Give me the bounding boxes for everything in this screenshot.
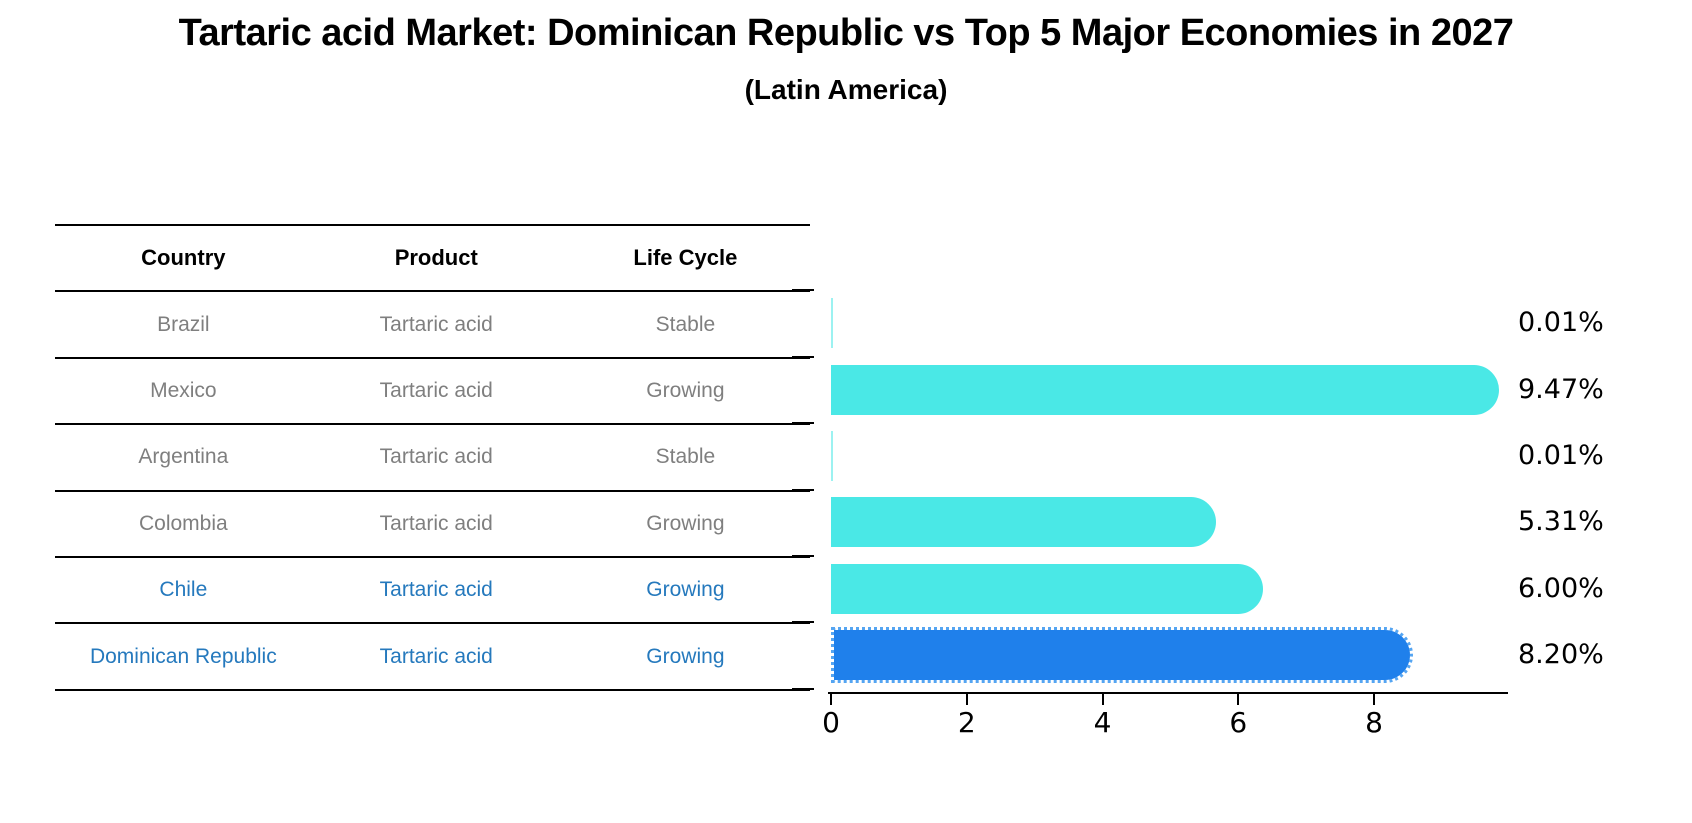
y-axis-tick xyxy=(792,289,814,292)
market-share-bar xyxy=(831,627,1413,684)
table-cell-country: Colombia xyxy=(138,511,228,535)
x-axis-tick-label: 6 xyxy=(1229,706,1248,739)
column-header-life-cycle: Life Cycle xyxy=(633,245,738,271)
y-axis-tick xyxy=(792,621,814,624)
bar-value-label: 0.01% xyxy=(1518,307,1604,339)
table-cell-product: Tartaric acid xyxy=(379,378,493,402)
table-row: Brazil Tartaric acid Stable xyxy=(55,292,810,359)
table-cell-life-cycle: Growing xyxy=(646,378,725,402)
x-axis-line xyxy=(828,692,1508,694)
column-header-country: Country xyxy=(141,245,226,271)
x-axis-tick xyxy=(1237,694,1240,705)
x-axis-tick-label: 0 xyxy=(822,706,840,739)
y-axis-tick xyxy=(792,555,814,557)
bar-value-label: 9.47% xyxy=(1518,373,1604,405)
table-cell-life-cycle: Stable xyxy=(655,312,716,336)
x-axis-tick xyxy=(1373,694,1375,705)
market-share-bar xyxy=(831,364,1499,415)
x-axis-tick-label: 4 xyxy=(1093,706,1112,739)
table-row: Colombia Tartaric acid Growing xyxy=(55,492,810,558)
y-axis-tick xyxy=(792,422,814,425)
table-body: Brazil Tartaric acid Stable Mexico Tartaric … xyxy=(55,292,810,691)
bar-value-label: 8.20% xyxy=(1518,639,1604,671)
table-cell-life-cycle: Growing xyxy=(646,578,725,602)
x-axis-tick-label: 2 xyxy=(957,706,976,739)
country-table: Country Product Life Cycle Brazil Tartari… xyxy=(55,224,810,691)
market-share-bar xyxy=(831,497,1217,548)
table-cell-country: Chile xyxy=(159,578,208,602)
table-cell-country: Mexico xyxy=(150,378,217,402)
chart-title: Tartaric acid Market: Dominican Republic… xyxy=(178,12,1514,54)
market-share-bar xyxy=(831,431,833,481)
bar-value-label: 6.00% xyxy=(1518,572,1604,604)
market-share-bar xyxy=(831,298,833,349)
table-cell-life-cycle: Growing xyxy=(646,511,725,535)
table-cell-country: Argentina xyxy=(138,445,229,469)
table-cell-product: Tartaric acid xyxy=(379,578,493,602)
table-row: Mexico Tartaric acid Growing xyxy=(55,359,810,426)
chart-subtitle: (Latin America) xyxy=(744,74,948,105)
table-cell-product: Tartaric acid xyxy=(379,312,493,336)
x-axis-tick-label: 8 xyxy=(1365,706,1383,739)
y-axis-tick xyxy=(792,488,814,491)
column-header-product: Product xyxy=(394,245,478,271)
y-axis-tick xyxy=(792,355,814,358)
table-cell-product: Tartaric acid xyxy=(379,644,493,668)
table-cell-life-cycle: Growing xyxy=(646,644,725,668)
table-cell-life-cycle: Stable xyxy=(655,445,716,469)
table-row: Argentina Tartaric acid Stable xyxy=(55,425,810,492)
table-row: Dominican Republic Tartaric acid Growing xyxy=(55,624,810,691)
table-cell-product: Tartaric acid xyxy=(379,445,493,469)
x-axis-tick xyxy=(965,694,968,705)
x-axis-tick xyxy=(1101,694,1104,705)
table-cell-country: Dominican Republic xyxy=(89,644,277,668)
bar-value-label: 0.01% xyxy=(1518,440,1604,471)
table-row: Chile Tartaric acid Growing xyxy=(55,558,810,625)
y-axis-tick xyxy=(792,687,814,690)
bar-value-label: 5.31% xyxy=(1518,506,1604,538)
market-share-bar xyxy=(831,563,1264,614)
table-header-row: Country Product Life Cycle xyxy=(55,224,810,293)
table-cell-product: Tartaric acid xyxy=(379,511,493,535)
table-cell-country: Brazil xyxy=(157,312,210,336)
x-axis-tick xyxy=(830,694,832,705)
